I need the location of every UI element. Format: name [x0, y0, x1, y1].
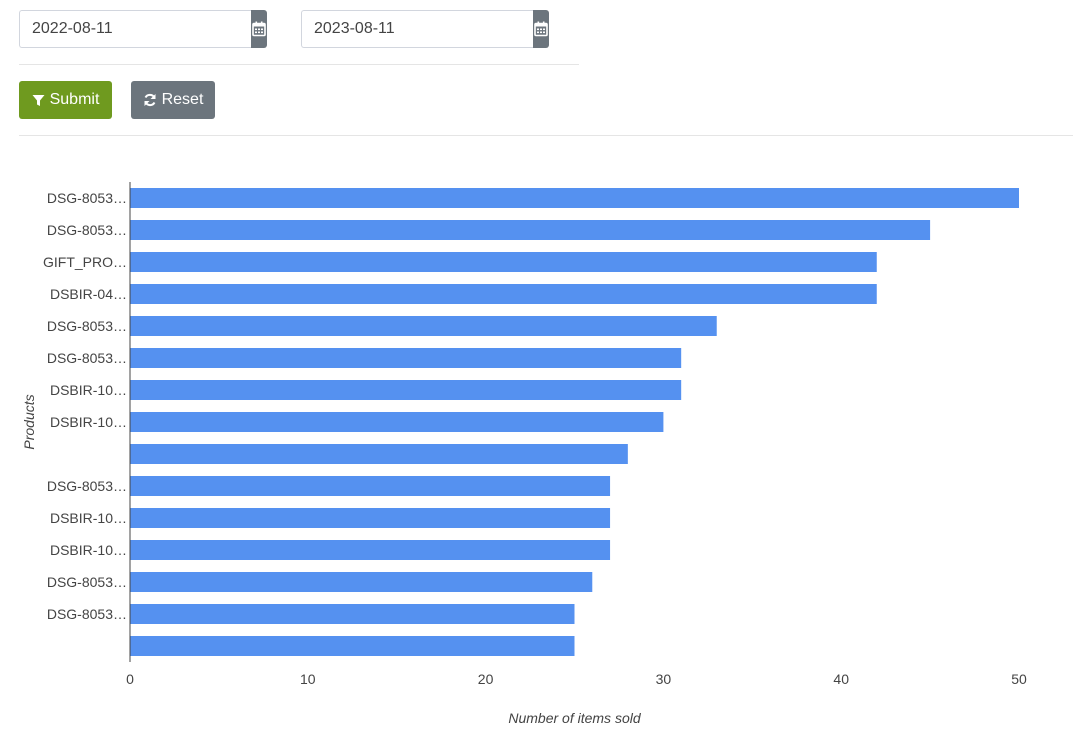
y-tick-label: DSG-8053… — [47, 574, 127, 590]
start-date-input[interactable] — [19, 10, 251, 48]
bar[interactable] — [130, 540, 611, 560]
bar[interactable] — [130, 380, 682, 400]
start-date-group — [19, 10, 267, 48]
bar[interactable] — [130, 220, 931, 240]
section-divider — [19, 135, 1073, 136]
y-tick-label: DSG-8053… — [47, 318, 127, 334]
x-tick-label: 40 — [833, 671, 849, 687]
bars-layer — [130, 188, 1019, 656]
x-tick-label: 10 — [300, 671, 316, 687]
y-tick-label: DSG-8053… — [47, 190, 127, 206]
y-axis-title: Products — [21, 394, 37, 449]
bar[interactable] — [130, 636, 575, 656]
bar[interactable] — [130, 412, 664, 432]
x-tick-label: 50 — [1011, 671, 1027, 687]
bar[interactable] — [130, 348, 682, 368]
y-tick-label: DSBIR-10… — [50, 414, 127, 430]
submit-button[interactable]: Submit — [19, 81, 112, 119]
bar[interactable] — [130, 316, 717, 336]
calendar-icon — [534, 21, 548, 37]
filter-icon — [32, 94, 45, 106]
reset-button-label: Reset — [161, 91, 204, 108]
y-tick-label: DSBIR-10… — [50, 510, 127, 526]
refresh-icon — [144, 93, 156, 107]
y-tick-label: DSG-8053… — [47, 606, 127, 622]
reset-button[interactable]: Reset — [131, 81, 215, 119]
x-tick-label: 0 — [126, 671, 134, 687]
bar[interactable] — [130, 604, 575, 624]
bar[interactable] — [130, 476, 611, 496]
bar[interactable] — [130, 252, 877, 272]
y-tick-label: GIFT_PRO… — [43, 254, 127, 270]
bar[interactable] — [130, 188, 1019, 208]
y-tick-label: DSBIR-10… — [50, 542, 127, 558]
end-date-input[interactable] — [301, 10, 533, 48]
y-tick-labels: DSG-8053… DSG-8053… GIFT_PRO… DSBIR-04… DSG-… — [43, 190, 127, 622]
y-tick-label: DSG-8053… — [47, 222, 127, 238]
start-date-calendar-button[interactable] — [251, 10, 267, 48]
filter-divider — [19, 64, 579, 65]
x-tick-label: 20 — [478, 671, 494, 687]
x-tick-label: 30 — [656, 671, 672, 687]
calendar-icon — [252, 21, 266, 37]
bar[interactable] — [130, 572, 593, 592]
bar[interactable] — [130, 444, 628, 464]
y-tick-label: DSBIR-04… — [50, 286, 127, 302]
y-tick-label: DSBIR-10… — [50, 382, 127, 398]
end-date-group — [301, 10, 549, 48]
y-tick-label: DSG-8053… — [47, 350, 127, 366]
x-axis-title: Number of items sold — [508, 710, 641, 726]
bar[interactable] — [130, 508, 611, 528]
x-tick-labels: 0 10 20 30 40 50 — [126, 671, 1027, 687]
y-tick-label: DSG-8053… — [47, 478, 127, 494]
bar[interactable] — [130, 284, 877, 304]
submit-button-label: Submit — [49, 91, 100, 108]
end-date-calendar-button[interactable] — [533, 10, 549, 48]
